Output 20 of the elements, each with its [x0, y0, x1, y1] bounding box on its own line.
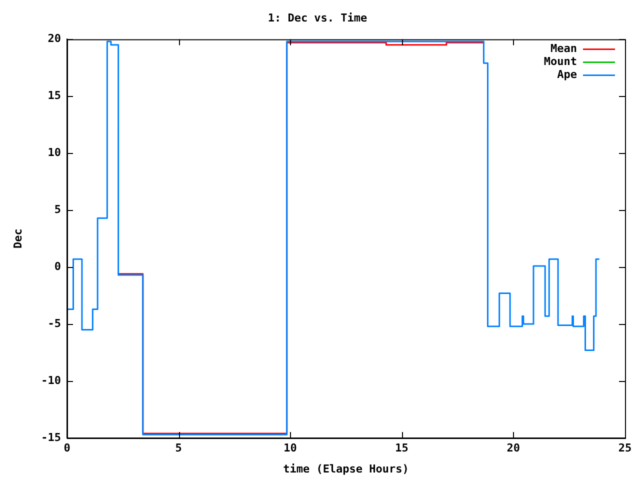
y-tick-label: 20: [48, 32, 61, 46]
y-tick-label: -15: [41, 430, 61, 444]
y-tick-label: 0: [54, 260, 61, 273]
x-axis-title: time (Elapse Hours): [283, 462, 409, 476]
x-tick-label: 25: [618, 441, 632, 454]
chart-title: 1: Dec vs. Time: [268, 11, 368, 24]
legend-label: Ape: [557, 68, 578, 82]
y-tick-label: 5: [54, 202, 61, 216]
legend-label: Mean: [550, 42, 577, 56]
y-tick-label: -10: [41, 374, 61, 387]
x-tick-label: 15: [395, 441, 408, 454]
legend-label: Mount: [544, 55, 577, 68]
y-axis-title: Dec: [11, 228, 24, 249]
y-tick-label: 15: [48, 89, 61, 102]
x-tick-label: 5: [175, 441, 182, 454]
x-tick-label: 20: [506, 441, 520, 454]
y-tick-label: 10: [48, 146, 61, 159]
x-tick-label: 0: [64, 441, 70, 454]
y-tick-label: -5: [48, 316, 61, 330]
x-tick-label: 10: [284, 441, 297, 454]
